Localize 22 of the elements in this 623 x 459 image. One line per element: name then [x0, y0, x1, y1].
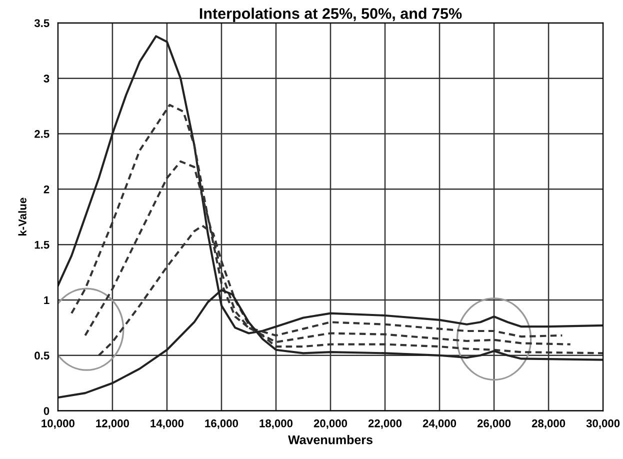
y-tick-label: 2 [44, 185, 50, 194]
x-tick-label: 26,000 [477, 419, 511, 429]
x-tick-label: 22,000 [368, 419, 402, 429]
y-tick-label: 0 [44, 407, 50, 415]
x-tick-label: 20,000 [314, 419, 348, 429]
x-tick-label: 30,000 [586, 419, 620, 429]
x-tick-label: 10,000 [42, 419, 74, 429]
x-tick-label: 14,000 [150, 419, 184, 429]
y-tick-label: 3 [44, 74, 50, 83]
y-tick-label: 1.5 [34, 240, 50, 249]
x-tick-label: 18,000 [260, 419, 293, 429]
x-tick-label: 28,000 [532, 419, 566, 429]
x-axis-title: Wavenumbers [288, 435, 372, 444]
x-tick-label: 12,000 [96, 419, 129, 429]
y-tick-label: 3.5 [34, 19, 50, 28]
y-axis-title: k-Value [18, 198, 26, 236]
x-tick-label: 16,000 [205, 419, 238, 429]
y-tick-label: 1 [44, 296, 50, 304]
y-tick-label: 0.5 [34, 352, 50, 360]
chart-title: Interpolations at 25%, 50%, and 75% [200, 8, 462, 22]
y-tick-label: 2.5 [34, 130, 50, 138]
x-tick-label: 24,000 [422, 419, 456, 429]
